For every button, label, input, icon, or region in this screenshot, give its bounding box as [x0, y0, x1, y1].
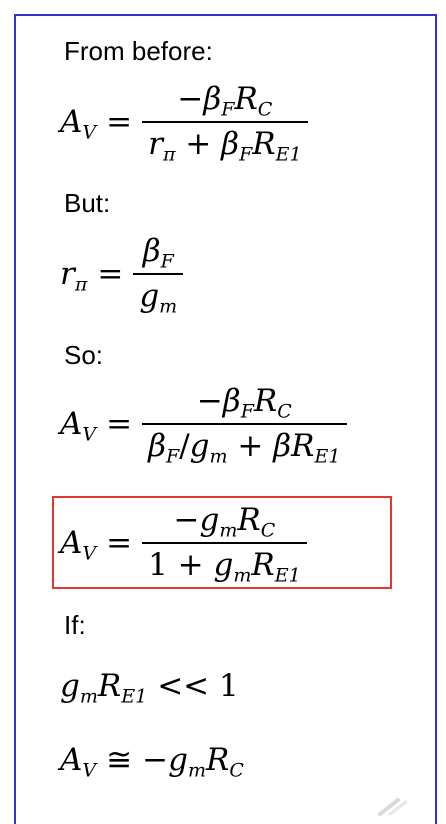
equation-av-simplified: AV = −gmRC 1 + gmRE1: [60, 502, 307, 585]
highlight-box: [52, 496, 392, 589]
equation-av-approx: AV ≅ −gmRC: [60, 742, 244, 782]
label-if: If:: [64, 610, 86, 640]
label-but: But:: [64, 188, 111, 218]
slide-frame: [14, 14, 437, 824]
fraction: βF gm: [133, 233, 184, 316]
label-from-before: From before:: [64, 36, 213, 66]
pen-icon[interactable]: [376, 796, 412, 821]
fraction: −βFRC βF/gm + βRE1: [142, 383, 347, 466]
fraction: −βFRC rπ + βFRE1: [142, 81, 308, 164]
fraction: −gmRC 1 + gmRE1: [142, 502, 307, 585]
equation-condition: gmRE1 << 1: [60, 668, 239, 708]
equation-av-substituted: AV = −βFRC βF/gm + βRE1: [60, 383, 347, 466]
equation-r-pi: rπ = βF gm: [60, 233, 184, 316]
equation-av-original: AV = −βFRC rπ + βFRE1: [60, 81, 308, 164]
label-so: So:: [64, 340, 104, 370]
